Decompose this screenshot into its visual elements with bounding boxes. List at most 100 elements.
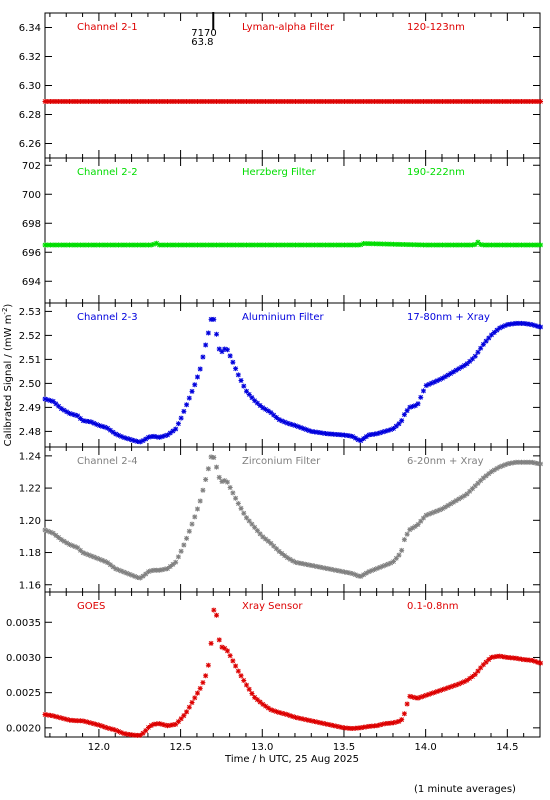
data-point — [233, 663, 239, 669]
data-point — [227, 653, 233, 659]
data-point — [292, 98, 298, 104]
data-point — [186, 98, 192, 104]
data-point — [491, 242, 497, 248]
data-point — [162, 722, 168, 728]
data-point — [464, 677, 470, 683]
data-point — [450, 369, 456, 375]
data-point — [230, 359, 236, 365]
data-point — [342, 98, 348, 104]
data-point — [64, 540, 70, 546]
data-point — [499, 654, 505, 660]
data-point — [145, 242, 151, 248]
data-point — [162, 98, 168, 104]
y-tick-label: 1.18 — [19, 548, 41, 559]
panel-channel-label: Channel 2-4 — [77, 456, 138, 467]
data-point — [205, 662, 211, 668]
data-point — [499, 242, 505, 248]
data-point — [448, 98, 454, 104]
data-point — [249, 521, 255, 527]
data-point — [137, 242, 143, 248]
data-point — [434, 378, 440, 384]
data-point — [429, 380, 435, 386]
data-point — [241, 242, 247, 248]
data-point — [322, 565, 328, 571]
data-point — [529, 98, 535, 104]
data-point — [284, 712, 290, 718]
data-point — [260, 534, 266, 540]
data-point — [478, 478, 484, 484]
data-point — [121, 435, 127, 441]
data-point — [211, 98, 217, 104]
data-point — [249, 242, 255, 248]
data-point — [61, 407, 67, 413]
y-tick-label: 694 — [22, 277, 41, 288]
data-point — [77, 547, 83, 553]
data-point — [113, 727, 119, 733]
data-point — [238, 98, 244, 104]
data-point — [331, 98, 337, 104]
data-point — [423, 512, 429, 518]
data-point — [475, 668, 481, 674]
data-point — [61, 98, 67, 104]
data-point — [64, 98, 70, 104]
data-point — [184, 402, 190, 408]
data-point — [538, 461, 544, 467]
data-point — [404, 242, 410, 248]
data-point — [287, 556, 293, 562]
data-point — [320, 98, 326, 104]
data-point — [320, 242, 326, 248]
data-point — [342, 569, 348, 575]
data-point — [88, 553, 94, 559]
y-tick-label: 6.26 — [19, 139, 41, 150]
data-point — [369, 432, 375, 438]
data-point — [241, 98, 247, 104]
data-point — [235, 668, 241, 674]
annotation-text: 63.8 — [191, 37, 213, 48]
data-point — [276, 417, 282, 423]
data-point — [399, 98, 405, 104]
data-point — [224, 479, 230, 485]
data-point — [118, 568, 124, 574]
panel-frame — [44, 591, 541, 738]
data-point — [96, 556, 102, 562]
data-point — [113, 98, 119, 104]
y-tick-label: 2.50 — [19, 379, 41, 390]
data-point — [197, 366, 203, 372]
panel-channel-label: Channel 2-2 — [77, 167, 138, 178]
data-point — [380, 563, 386, 569]
data-point — [241, 383, 247, 389]
data-point — [369, 241, 375, 247]
data-point — [456, 242, 462, 248]
data-point — [118, 433, 124, 439]
data-point — [499, 98, 505, 104]
data-point — [505, 655, 511, 661]
data-point — [434, 508, 440, 514]
data-point — [148, 242, 154, 248]
data-point — [243, 242, 249, 248]
data-point — [216, 474, 222, 480]
data-point — [434, 98, 440, 104]
data-point — [75, 98, 81, 104]
data-point — [94, 242, 100, 248]
data-point — [527, 321, 533, 327]
data-point — [208, 98, 214, 104]
data-point — [208, 316, 214, 322]
data-point — [521, 98, 527, 104]
data-point — [233, 366, 239, 372]
data-point — [227, 242, 233, 248]
data-point — [178, 415, 184, 421]
data-point — [306, 717, 312, 723]
data-point — [227, 485, 233, 491]
data-point — [154, 434, 160, 440]
data-point — [156, 434, 162, 440]
data-point — [143, 571, 149, 577]
data-point — [423, 692, 429, 698]
data-point — [148, 568, 154, 574]
data-point — [431, 242, 437, 248]
data-point — [151, 567, 157, 573]
data-point — [83, 242, 89, 248]
x-axis-label: Time / h UTC, 25 Aug 2025 — [224, 754, 359, 765]
data-point — [263, 406, 269, 412]
data-point — [532, 460, 538, 466]
y-tick-label: 0.0030 — [6, 653, 41, 664]
